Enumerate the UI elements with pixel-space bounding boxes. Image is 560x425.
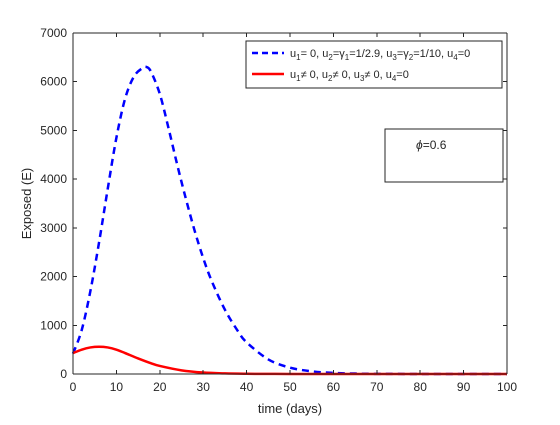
legend-label-series-2: u1≠ 0, u2≠ 0, u3≠ 0, u4=0 <box>290 69 409 83</box>
y-tick-label: 4000 <box>40 172 67 186</box>
plot-area <box>73 33 507 374</box>
annotation-text: ϕ=0.6 <box>416 138 447 152</box>
x-tick-label: 100 <box>497 380 517 394</box>
y-tick-label: 0 <box>60 367 67 381</box>
annotation-box <box>384 128 504 183</box>
x-tick-label: 50 <box>283 380 297 394</box>
y-tick-label: 2000 <box>40 270 67 284</box>
annotation: ϕ=0.6 <box>384 128 504 183</box>
legend-label-series-1: u1= 0, u2=γ1=1/2.9, u3=γ2=1/10, u4=0 <box>290 48 470 62</box>
series-line-1 <box>71 65 508 376</box>
x-tick-label: 0 <box>70 380 77 394</box>
tick-layer: 0 10 20 30 40 50 60 70 80 90 100010002000300040005… <box>40 26 517 394</box>
y-tick-label: 3000 <box>40 221 67 235</box>
x-tick-label: 80 <box>414 380 428 394</box>
x-tick-label: 30 <box>197 380 211 394</box>
x-tick-label: 90 <box>457 380 471 394</box>
x-tick-label: 10 <box>110 380 124 394</box>
y-tick-label: 5000 <box>40 123 67 137</box>
x-tick-label: 60 <box>327 380 341 394</box>
y-tick-label: 7000 <box>40 26 67 40</box>
legend: u1= 0, u2=γ1=1/2.9, u3=γ2=1/10, u4=0 u1≠… <box>245 40 503 89</box>
y-axis-label: Exposed (E) <box>19 168 34 240</box>
x-tick-label: 20 <box>153 380 167 394</box>
x-axis-label: time (days) <box>258 401 322 416</box>
y-tick-label: 6000 <box>40 75 67 89</box>
y-tick-label: 1000 <box>40 318 67 332</box>
x-tick-label: 40 <box>240 380 254 394</box>
legend-box <box>245 40 503 89</box>
x-tick-label: 70 <box>370 380 384 394</box>
